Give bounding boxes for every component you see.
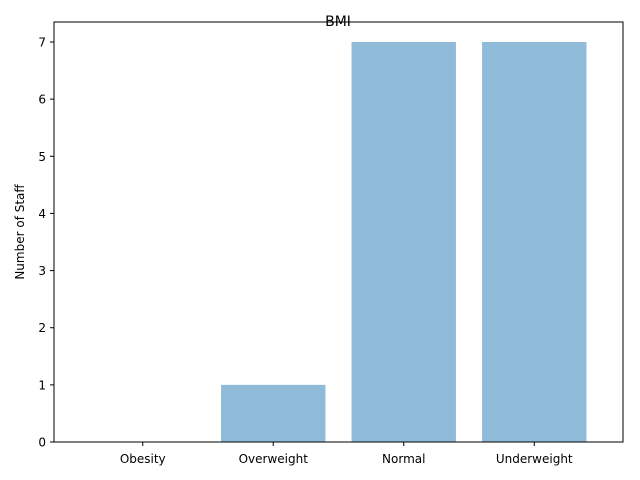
y-tick-label: 7 <box>38 36 46 50</box>
y-axis: 0 1 2 3 4 5 6 7 <box>38 36 54 450</box>
y-tick-label: 5 <box>38 150 46 164</box>
y-tick-label: 2 <box>38 321 46 335</box>
y-tick-label: 6 <box>38 93 46 107</box>
y-tick-label: 1 <box>38 378 46 392</box>
x-tick-label: Overweight <box>239 452 309 466</box>
bar-underweight <box>482 42 587 442</box>
plot-frame <box>53 21 624 443</box>
x-tick-label: Normal <box>382 452 425 466</box>
x-tick-label: Underweight <box>496 452 573 466</box>
x-tick-label: Obesity <box>120 452 166 466</box>
y-axis-label: Number of Staff <box>13 184 27 280</box>
bar-overweight <box>221 384 326 442</box>
y-tick-label: 0 <box>38 436 46 450</box>
bar-normal <box>351 42 456 442</box>
x-axis: Obesity Overweight Normal Underweight <box>120 442 573 466</box>
bars-group <box>221 42 587 442</box>
y-tick-label: 3 <box>38 264 46 278</box>
y-tick-label: 4 <box>38 207 46 221</box>
